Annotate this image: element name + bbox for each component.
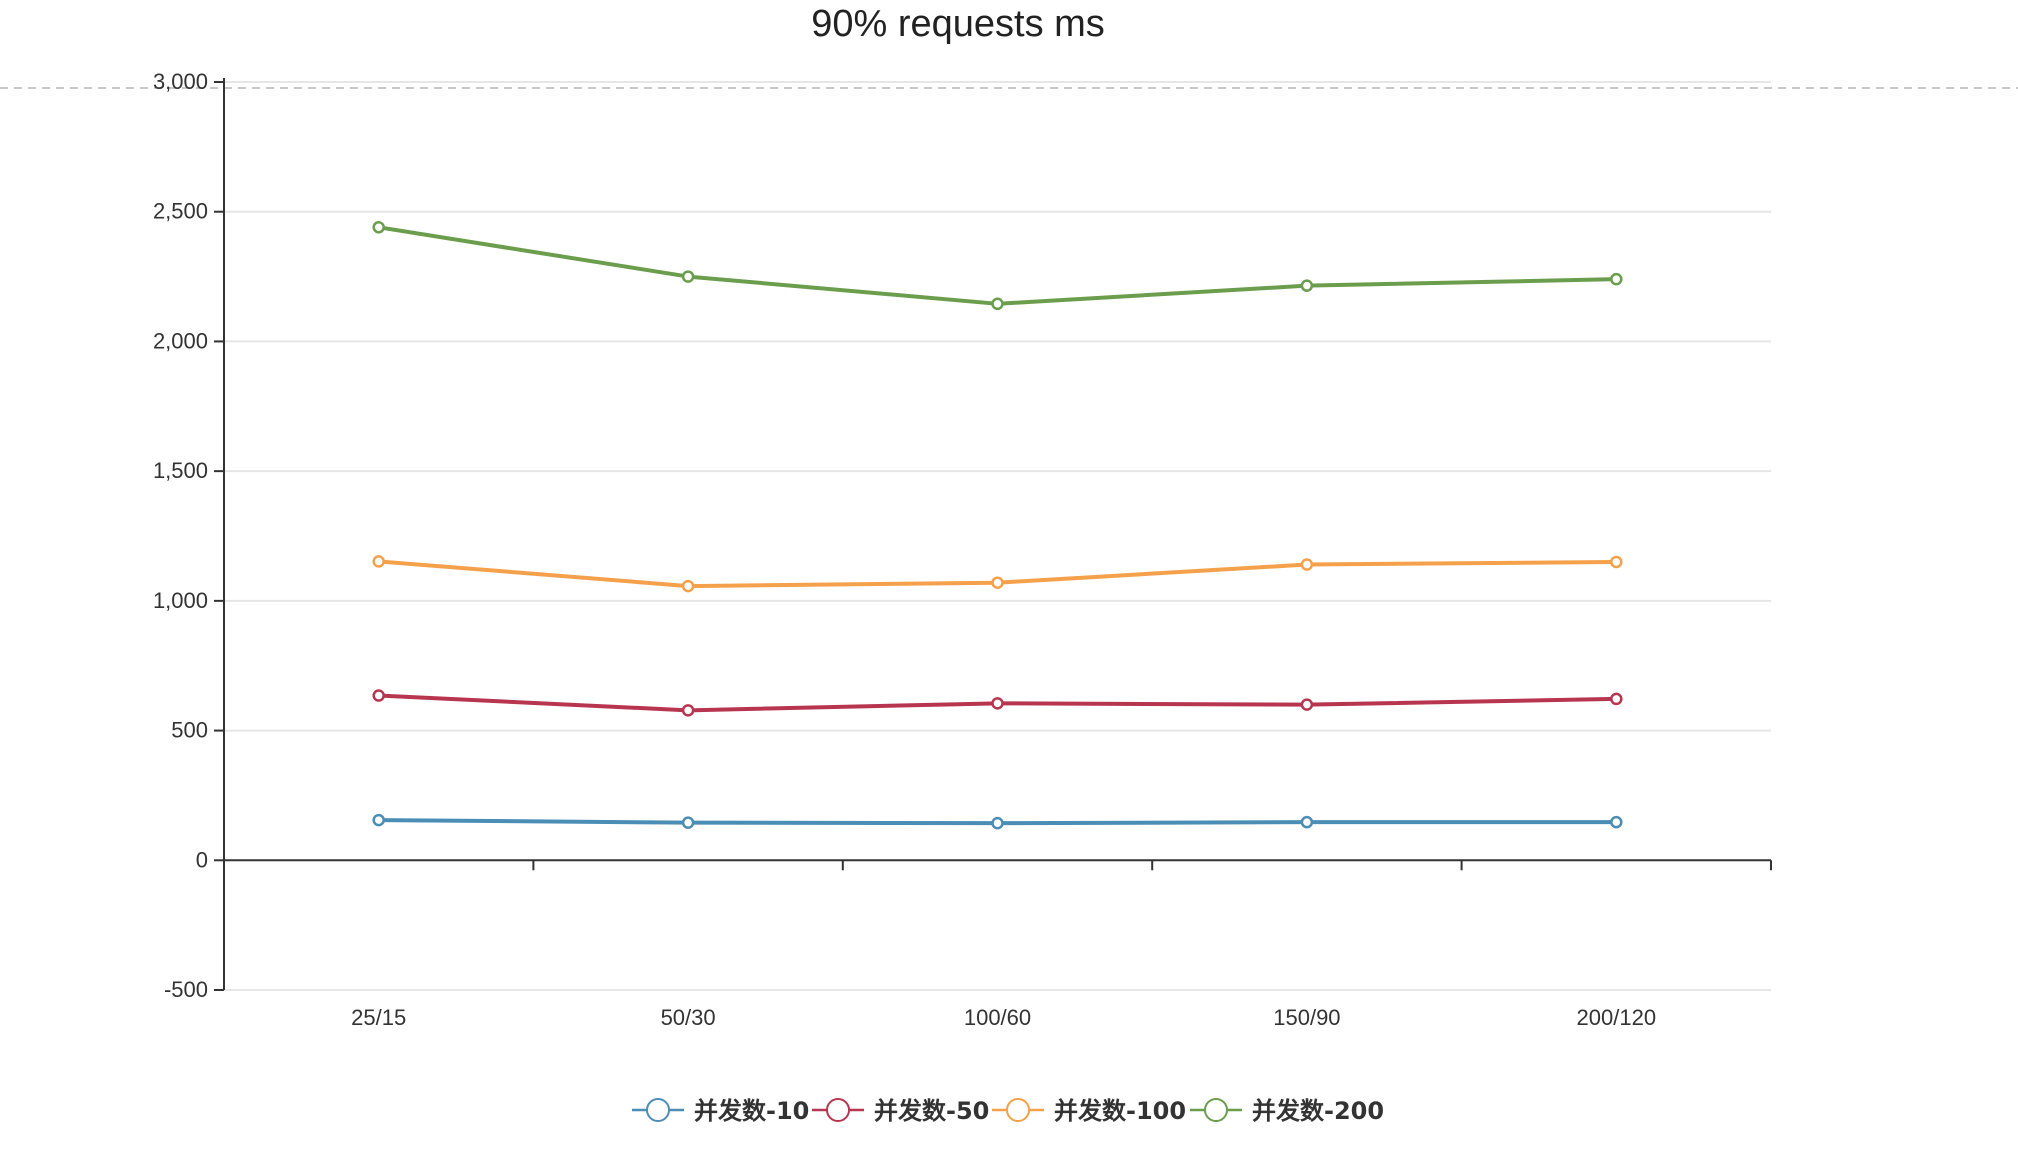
y-tick-label: 2,000 [153, 328, 208, 353]
data-point[interactable] [991, 297, 1004, 311]
x-tick-label: 50/30 [661, 1005, 716, 1030]
data-point[interactable] [1300, 279, 1314, 292]
legend-circle-icon [1204, 1098, 1228, 1122]
axes: -500 0 500 1,000 1,500 2,000 2,500 3,000 25/15 50… [153, 69, 1772, 1030]
legend-label: 并发数-10 [694, 1097, 809, 1125]
data-point[interactable] [1610, 692, 1623, 706]
legend-label: 并发数-50 [874, 1097, 989, 1125]
data-point[interactable] [681, 816, 695, 829]
data-point[interactable] [372, 555, 385, 568]
y-tick-label: 2,500 [153, 199, 208, 224]
legend-label: 并发数-100 [1054, 1097, 1186, 1125]
legend-item[interactable]: 并发数-50 [812, 1097, 989, 1125]
legend-circle-icon [646, 1098, 670, 1122]
x-tick-label: 200/120 [1577, 1005, 1657, 1030]
x-tick-label: 150/90 [1273, 1005, 1340, 1030]
data-point[interactable] [1300, 698, 1314, 711]
grid-lines [224, 81, 1771, 991]
series-lines [372, 221, 1623, 830]
y-tick-label: 1,000 [153, 588, 208, 613]
data-point[interactable] [681, 704, 695, 717]
data-point[interactable] [991, 697, 1004, 710]
x-tick-label: 100/60 [964, 1005, 1031, 1030]
legend-item[interactable]: 并发数-10 [632, 1097, 809, 1125]
x-tick-label: 25/15 [351, 1005, 406, 1030]
legend-circle-icon [826, 1098, 850, 1122]
data-point[interactable] [1610, 815, 1623, 829]
legend-item[interactable]: 并发数-100 [992, 1097, 1186, 1125]
y-tick-label: -500 [164, 977, 208, 1002]
data-point[interactable] [372, 689, 385, 702]
data-point[interactable] [1610, 272, 1623, 286]
data-point[interactable] [991, 816, 1004, 830]
data-point[interactable] [1300, 815, 1314, 829]
chart-title: 90% requests ms [811, 3, 1105, 45]
data-point[interactable] [1300, 558, 1314, 571]
data-point[interactable] [681, 579, 695, 593]
data-point[interactable] [372, 221, 385, 234]
data-point[interactable] [681, 270, 695, 283]
y-tick-label: 500 [171, 718, 208, 743]
legend-item[interactable]: 并发数-200 [1190, 1097, 1384, 1125]
legend-label: 并发数-200 [1252, 1097, 1384, 1125]
y-tick-label: 0 [196, 847, 208, 872]
y-tick-label: 3,000 [153, 69, 208, 94]
data-point[interactable] [372, 813, 385, 827]
data-point[interactable] [991, 576, 1004, 589]
series-line [378, 225, 1617, 306]
legend-circle-icon [1006, 1098, 1030, 1122]
legend[interactable]: 并发数-10 并发数-50 并发数-100 并发数-200 [632, 1097, 1384, 1125]
y-tick-label: 1,500 [153, 458, 208, 483]
data-point[interactable] [1610, 555, 1623, 569]
